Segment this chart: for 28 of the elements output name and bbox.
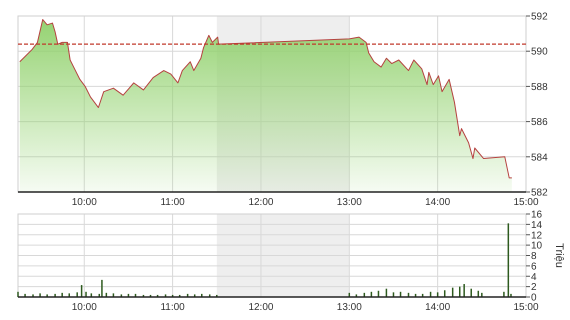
y-tick-label: 584 [531,152,548,164]
x-tick-label: 10:00 [72,197,98,208]
y-tick-label: 592 [531,12,548,22]
y-tick-label: 588 [531,82,548,93]
x-tick-label: 13:00 [336,197,362,208]
x-tick-label: 13:00 [336,302,362,313]
y-tick-label: 586 [531,117,548,128]
y-tick-label: 4 [531,272,537,283]
y-axis-title: Triệu [553,243,565,268]
y-tick-label: 2 [531,282,537,294]
x-tick-label: 15:00 [513,302,539,313]
x-tick-label: 11:00 [160,302,186,313]
x-tick-label: 14:00 [425,197,451,208]
y-tick-label: 6 [531,261,537,272]
y-tick-label: 16 [531,210,543,220]
x-tick-label: 12:00 [248,302,274,313]
y-tick-label: 582 [531,188,548,198]
y-tick-label: 12 [531,230,543,242]
x-tick-label: 10:00 [72,302,98,313]
y-tick-label: 10 [531,240,543,252]
y-tick-label: 0 [531,292,537,304]
x-tick-label: 14:00 [425,302,451,313]
y-tick-label: 590 [531,46,548,58]
x-tick-label: 12:00 [248,197,274,208]
x-tick-label: 15:00 [513,197,539,208]
x-tick-label: 11:00 [160,197,186,208]
y-tick-label: 14 [531,220,543,231]
y-tick-label: 8 [531,251,537,262]
